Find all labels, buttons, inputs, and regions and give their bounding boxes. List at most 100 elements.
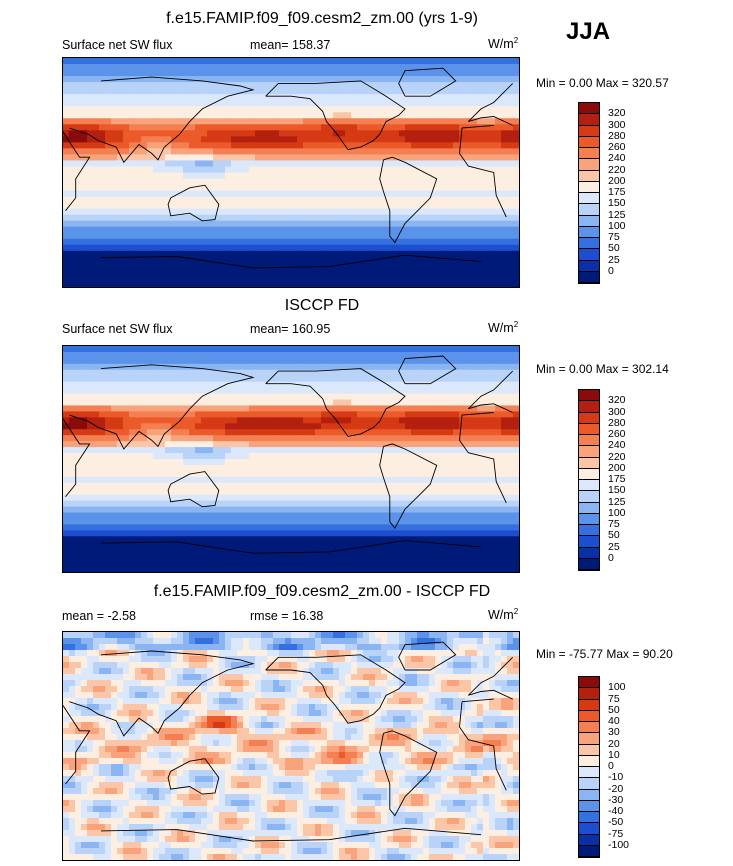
field-cell — [195, 381, 202, 389]
field-cell — [255, 250, 262, 258]
field-cell — [453, 184, 460, 192]
field-cell — [141, 423, 148, 430]
field-cell — [441, 136, 448, 143]
field-cell — [339, 250, 346, 258]
field-cell — [441, 357, 448, 365]
field-cell — [207, 160, 214, 168]
field-cell — [99, 118, 106, 125]
field-cell — [183, 166, 190, 174]
field-cell — [489, 238, 496, 246]
field-cell — [75, 232, 82, 240]
field-cell — [303, 256, 310, 264]
field-cell — [339, 441, 346, 448]
field-cell — [423, 381, 430, 389]
field-cell — [255, 476, 262, 484]
field-cell — [417, 488, 424, 496]
field-cell — [99, 387, 106, 395]
field-cell — [273, 130, 280, 137]
field-cell — [459, 100, 466, 107]
field-cell — [453, 136, 460, 143]
field-cell — [147, 351, 154, 359]
field-cell — [495, 112, 502, 119]
field-cell — [207, 244, 214, 252]
field-cell — [237, 94, 244, 101]
field-cell — [315, 447, 322, 454]
field-cell — [237, 482, 244, 490]
field-cell — [453, 369, 460, 377]
field-cell — [471, 196, 478, 204]
field-cell — [459, 220, 466, 228]
field-cell — [207, 184, 214, 192]
field-cell — [447, 351, 454, 359]
field-cell — [105, 232, 112, 240]
field-cell — [141, 506, 148, 514]
field-cell — [357, 178, 364, 186]
field-cell — [87, 112, 94, 119]
field-cell — [483, 142, 490, 149]
field-cell — [393, 232, 400, 240]
field-cell — [255, 64, 262, 71]
field-cell — [405, 124, 412, 131]
field-cell — [261, 244, 268, 252]
field-cell — [81, 476, 88, 484]
field-cell — [465, 190, 472, 198]
field-cell — [363, 262, 370, 270]
field-cell — [381, 411, 388, 418]
field-cell — [429, 202, 436, 210]
field-cell — [339, 184, 346, 192]
field-cell — [123, 196, 130, 204]
field-cell — [249, 64, 256, 71]
field-cell — [477, 190, 484, 198]
field-cell — [285, 118, 292, 125]
field-cell — [315, 250, 322, 258]
field-cell — [387, 172, 394, 180]
field-cell — [153, 417, 160, 424]
field-cell — [231, 423, 238, 430]
field-cell — [459, 381, 466, 389]
field-cell — [165, 453, 172, 460]
field-cell — [495, 399, 502, 407]
field-cell — [459, 399, 466, 407]
field-cell — [351, 411, 358, 418]
field-cell — [93, 363, 100, 371]
field-cell — [501, 130, 508, 137]
field-cell — [195, 94, 202, 101]
field-cell — [123, 238, 130, 246]
field-cell — [405, 196, 412, 204]
field-cell — [345, 470, 352, 478]
field-cell — [507, 214, 514, 222]
field-cell — [465, 280, 472, 287]
field-cell — [279, 447, 286, 454]
field-cell — [357, 208, 364, 216]
field-cell — [345, 178, 352, 186]
field-cell — [99, 178, 106, 186]
field-cell — [483, 488, 490, 496]
field-cell — [483, 208, 490, 216]
field-cell — [495, 447, 502, 454]
field-cell — [159, 268, 166, 276]
field-cell — [417, 423, 424, 430]
field-cell — [135, 256, 142, 264]
field-cell — [363, 435, 370, 442]
field-cell — [75, 459, 82, 466]
colorbar-swatch — [579, 260, 599, 272]
field-cell — [447, 124, 454, 131]
field-cell — [129, 488, 136, 496]
field-cell — [387, 58, 394, 65]
field-cell — [387, 429, 394, 436]
field-cell — [501, 411, 508, 418]
field-cell — [357, 381, 364, 389]
field-cell — [171, 208, 178, 216]
field-cell — [237, 346, 244, 353]
field-cell — [87, 393, 94, 401]
field-cell — [501, 351, 508, 359]
field-cell — [249, 488, 256, 496]
field-cell — [81, 441, 88, 448]
field-cell — [255, 357, 262, 365]
field-cell — [255, 274, 262, 282]
field-cell — [429, 124, 436, 131]
field-cell — [225, 411, 232, 418]
field-cell — [141, 280, 148, 287]
field-cell — [207, 58, 214, 65]
field-cell — [339, 423, 346, 430]
